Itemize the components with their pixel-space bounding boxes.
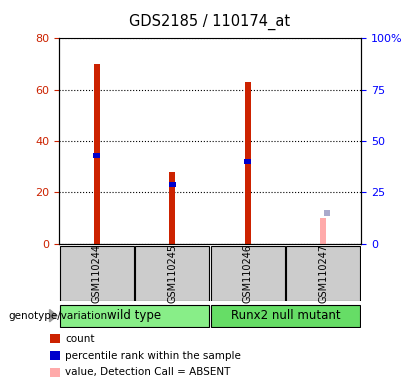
Text: GDS2185 / 110174_at: GDS2185 / 110174_at [129, 13, 291, 30]
Bar [94, 64, 100, 244]
Text: value, Detection Call = ABSENT: value, Detection Call = ABSENT [65, 367, 231, 377]
Text: count: count [65, 334, 94, 344]
Bar [324, 210, 330, 215]
Text: genotype/variation: genotype/variation [8, 311, 108, 321]
Text: percentile rank within the sample: percentile rank within the sample [65, 351, 241, 361]
Bar [93, 153, 100, 158]
Bar [244, 159, 251, 164]
FancyBboxPatch shape [60, 246, 134, 301]
Text: GSM110247: GSM110247 [318, 244, 328, 303]
Text: GSM110245: GSM110245 [167, 244, 177, 303]
Bar [169, 172, 175, 244]
FancyBboxPatch shape [211, 246, 285, 301]
Bar [245, 82, 251, 244]
FancyBboxPatch shape [286, 246, 360, 301]
Bar [169, 182, 176, 187]
FancyBboxPatch shape [135, 246, 209, 301]
Bar [320, 218, 326, 244]
Polygon shape [50, 310, 57, 322]
Text: wild type: wild type [108, 310, 161, 322]
FancyBboxPatch shape [60, 305, 209, 327]
Text: Runx2 null mutant: Runx2 null mutant [231, 310, 341, 322]
Text: GSM110244: GSM110244 [92, 244, 102, 303]
Text: GSM110246: GSM110246 [243, 244, 253, 303]
FancyBboxPatch shape [211, 305, 360, 327]
